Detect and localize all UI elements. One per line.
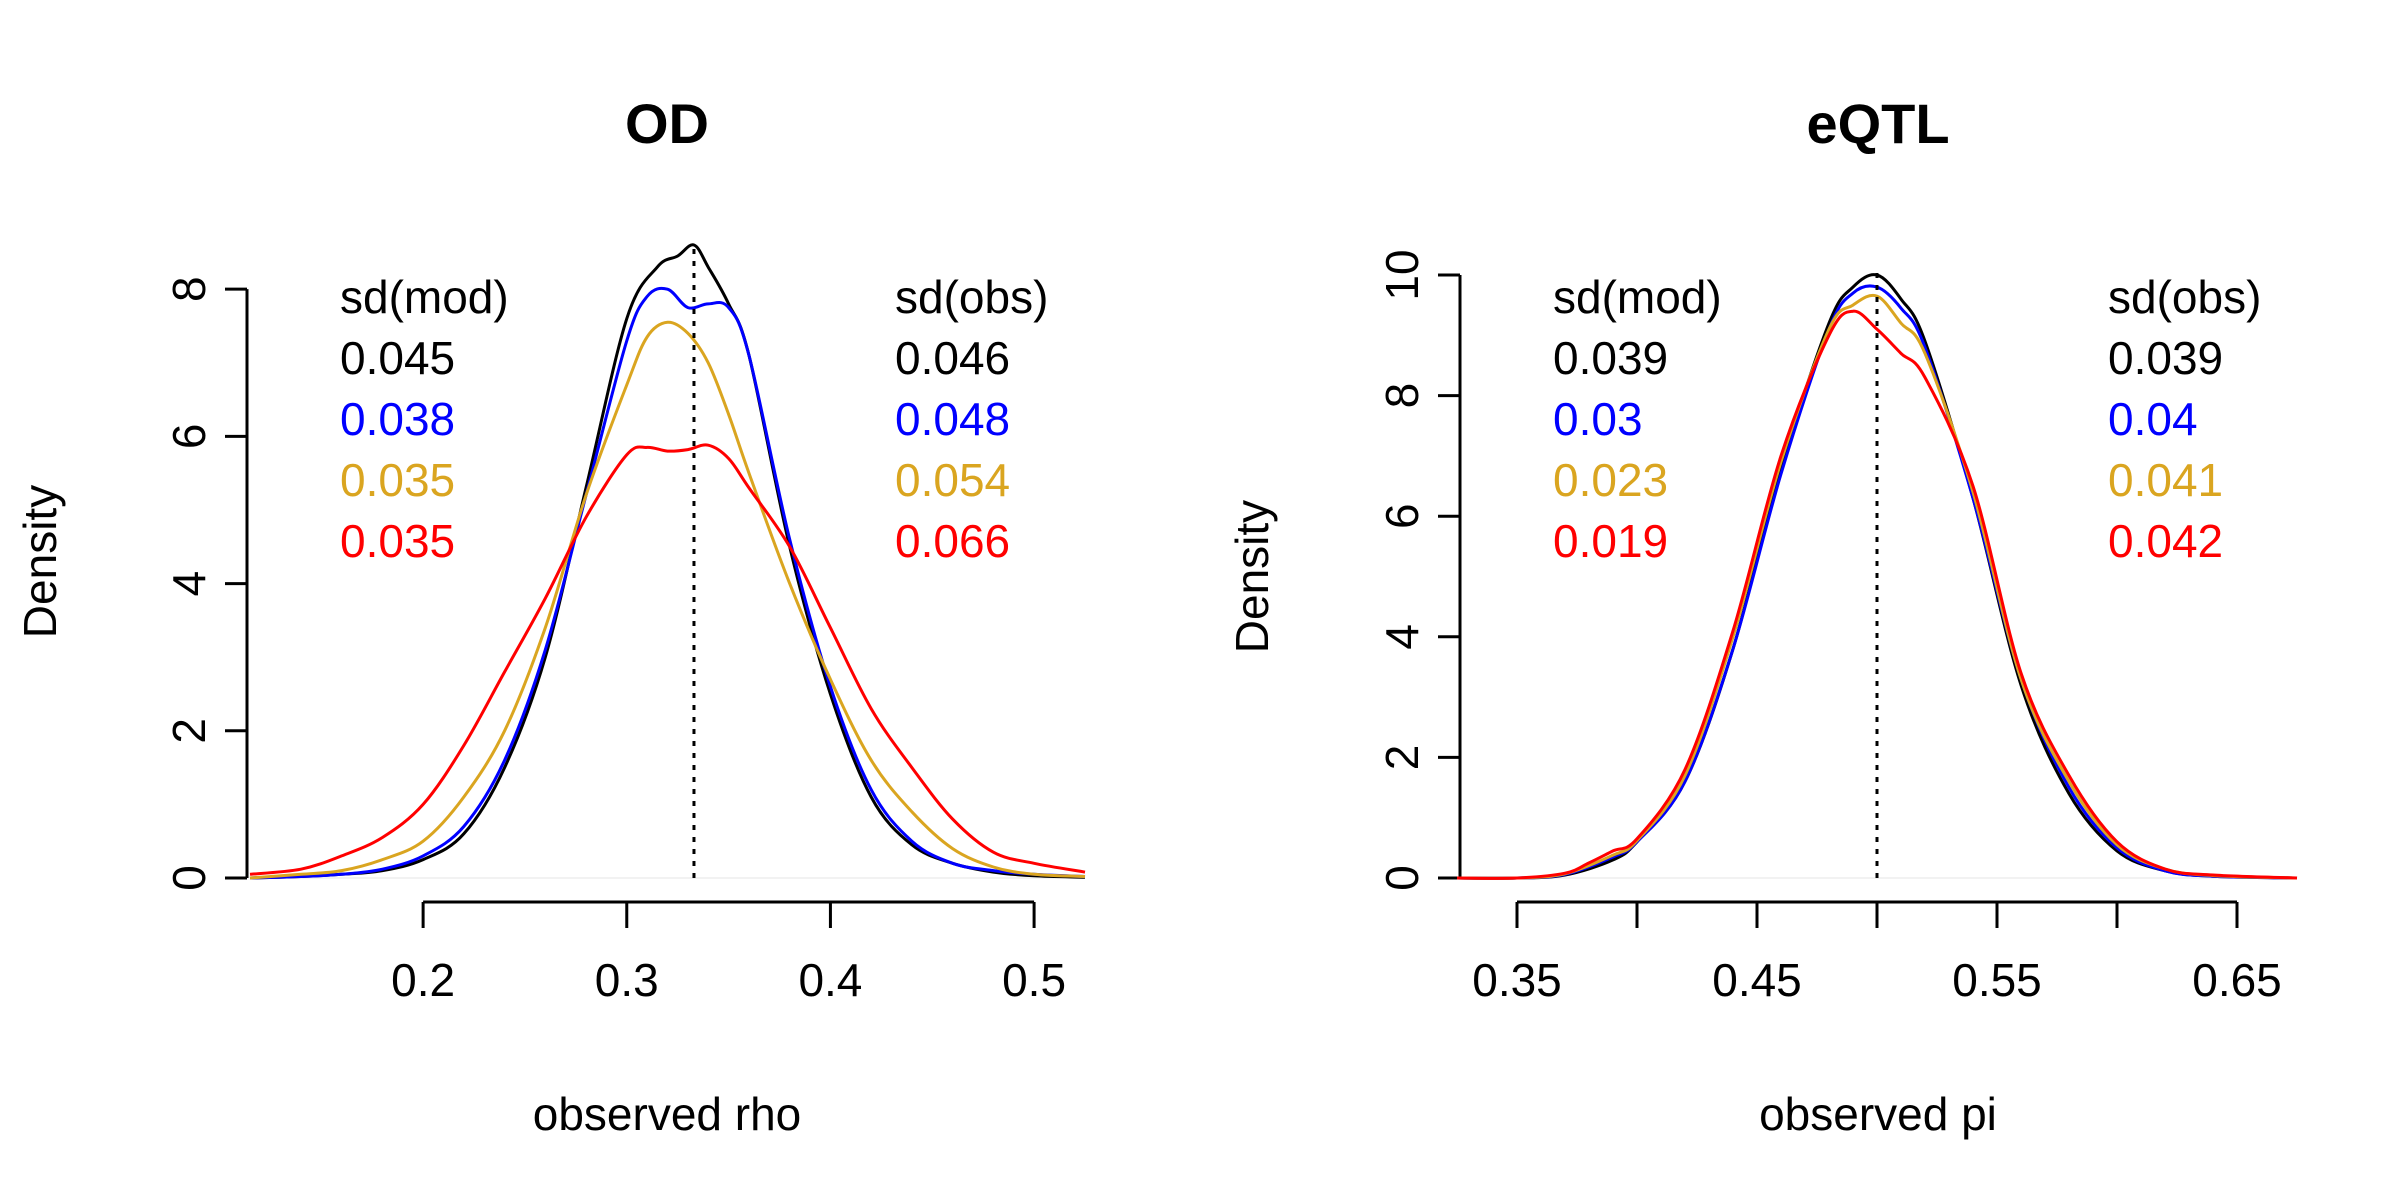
y-tick-label: 2 — [163, 718, 215, 744]
x-tick-label: 0.3 — [595, 954, 659, 1006]
density-curve — [249, 286, 1086, 880]
sd-obs-value: 0.041 — [2108, 454, 2223, 506]
y-axis-label: Density — [14, 485, 66, 638]
chart-title: OD — [625, 92, 709, 155]
y-tick-label: 4 — [1376, 624, 1428, 650]
chart-title: eQTL — [1806, 92, 1949, 155]
panel-eqtl: eQTL Density observed pi 0 2 4 6 8 10 0.35 0.45 0.5… — [1226, 92, 2298, 1140]
sd-mod-value: 0.039 — [1553, 332, 1668, 384]
x-axis-label: observed rho — [533, 1088, 802, 1140]
sd-mod-value: 0.035 — [340, 454, 455, 506]
x-tick-label: 0.45 — [1712, 954, 1802, 1006]
sd-mod-value: 0.03 — [1553, 393, 1643, 445]
sd-mod-header: sd(mod) — [340, 271, 509, 323]
sd-mod-value: 0.019 — [1553, 515, 1668, 567]
density-curve — [1456, 293, 2298, 880]
sd-mod-value: 0.038 — [340, 393, 455, 445]
x-tick-label: 0.55 — [1952, 954, 2042, 1006]
sd-mod-value: 0.035 — [340, 515, 455, 567]
y-tick-label: 0 — [163, 865, 215, 891]
sd-obs-value: 0.048 — [895, 393, 1010, 445]
y-tick-label: 4 — [163, 571, 215, 597]
y-axis-label: Density — [1226, 500, 1278, 653]
density-curve — [249, 243, 1086, 880]
sd-obs-value: 0.066 — [895, 515, 1010, 567]
x-tick-label: 0.4 — [798, 954, 862, 1006]
sd-obs-header: sd(obs) — [895, 271, 1048, 323]
x-tick-label: 0.5 — [1002, 954, 1066, 1006]
y-tick-label: 10 — [1376, 249, 1428, 300]
y-tick-label: 2 — [1376, 745, 1428, 771]
sd-obs-header: sd(obs) — [2108, 271, 2261, 323]
x-tick-label: 0.2 — [391, 954, 455, 1006]
x-tick-label: 0.65 — [2192, 954, 2282, 1006]
panel-od: OD Density observed rho 0 2 4 6 8 0.2 0.3 0.4 0.5 sd… — [14, 92, 1086, 1140]
sd-obs-value: 0.046 — [895, 332, 1010, 384]
sd-obs-value: 0.04 — [2108, 393, 2198, 445]
sd-mod-header: sd(mod) — [1553, 271, 1722, 323]
sd-mod-value: 0.023 — [1553, 454, 1668, 506]
y-tick-label: 6 — [163, 424, 215, 450]
sd-mod-value: 0.045 — [340, 332, 455, 384]
x-axis-label: observed pi — [1759, 1088, 1997, 1140]
x-tick-label: 0.35 — [1472, 954, 1562, 1006]
sd-obs-value: 0.054 — [895, 454, 1010, 506]
y-tick-label: 8 — [163, 276, 215, 302]
sd-obs-value: 0.042 — [2108, 515, 2223, 567]
density-curve — [249, 443, 1086, 876]
sd-obs-value: 0.039 — [2108, 332, 2223, 384]
y-tick-label: 6 — [1376, 503, 1428, 529]
density-curve — [1456, 309, 2298, 880]
density-curve — [249, 320, 1086, 880]
y-tick-label: 0 — [1376, 865, 1428, 891]
y-tick-label: 8 — [1376, 383, 1428, 409]
